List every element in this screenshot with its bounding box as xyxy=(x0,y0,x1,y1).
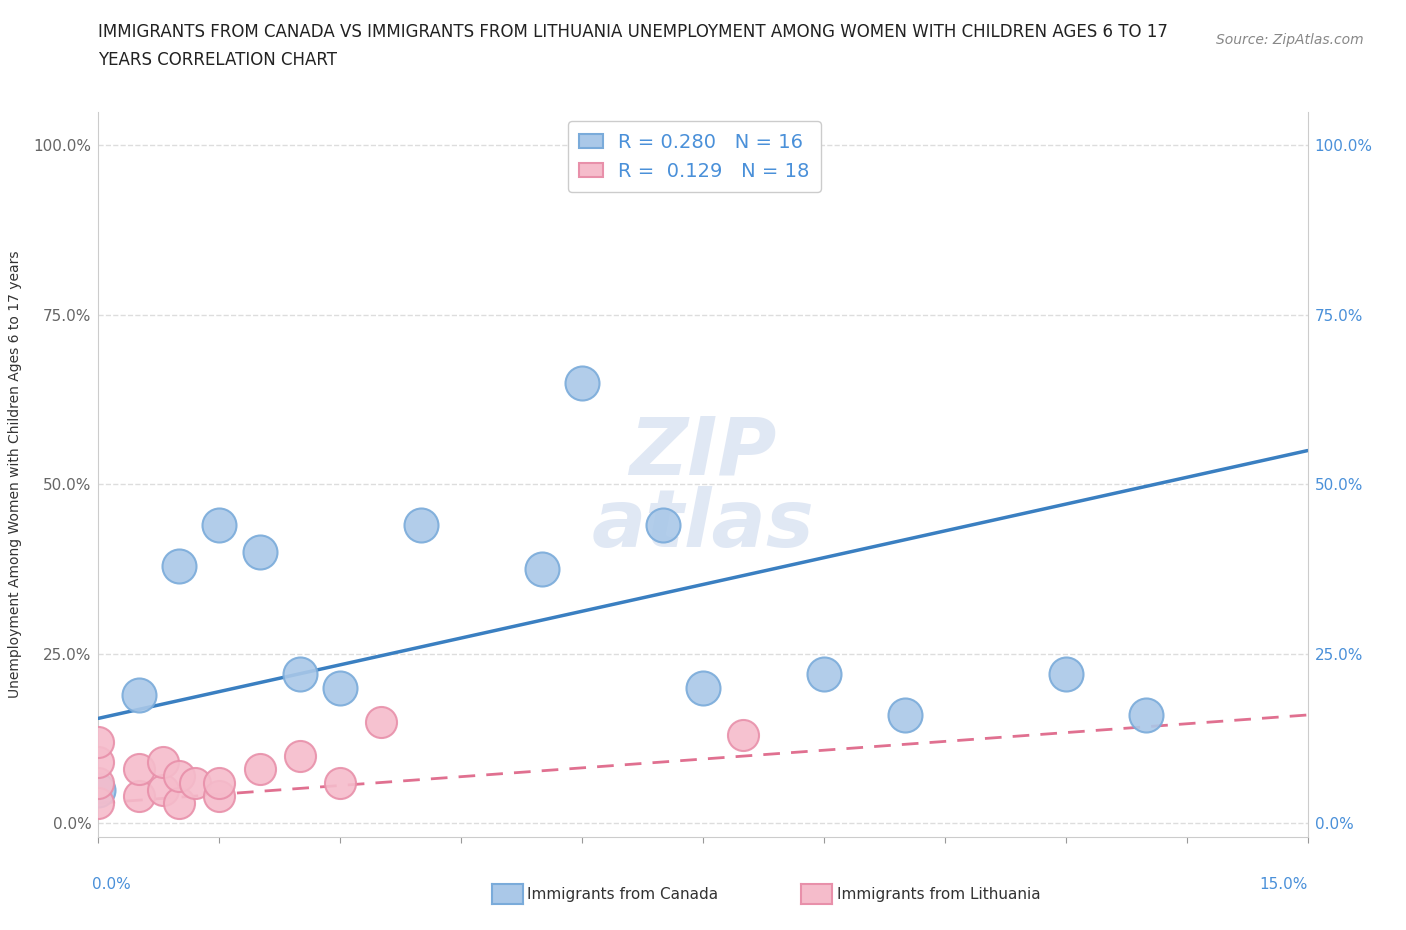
Point xyxy=(288,667,311,682)
Text: 0.0%: 0.0% xyxy=(93,877,131,892)
Point xyxy=(329,776,352,790)
Point xyxy=(87,755,110,770)
Point xyxy=(184,776,207,790)
Point xyxy=(128,789,150,804)
Text: IMMIGRANTS FROM CANADA VS IMMIGRANTS FROM LITHUANIA UNEMPLOYMENT AMONG WOMEN WIT: IMMIGRANTS FROM CANADA VS IMMIGRANTS FRO… xyxy=(98,23,1168,41)
Point xyxy=(571,376,593,391)
Point xyxy=(893,708,915,723)
Point xyxy=(692,681,714,696)
Text: Immigrants from Canada: Immigrants from Canada xyxy=(527,887,718,902)
Point xyxy=(167,558,190,573)
Point xyxy=(128,762,150,777)
Point xyxy=(152,782,174,797)
Point xyxy=(329,681,352,696)
Point xyxy=(1135,708,1157,723)
Text: Source: ZipAtlas.com: Source: ZipAtlas.com xyxy=(1216,33,1364,46)
Text: ZIP
atlas: ZIP atlas xyxy=(592,414,814,564)
Point xyxy=(167,796,190,811)
Point xyxy=(288,749,311,764)
Legend: R = 0.280   N = 16, R =  0.129   N = 18: R = 0.280 N = 16, R = 0.129 N = 18 xyxy=(568,121,821,193)
Point xyxy=(87,796,110,811)
Point xyxy=(208,518,231,533)
Point xyxy=(87,782,110,797)
Point xyxy=(651,518,673,533)
Point xyxy=(87,776,110,790)
Point xyxy=(813,667,835,682)
Point xyxy=(249,762,271,777)
Point xyxy=(128,687,150,702)
Text: 15.0%: 15.0% xyxy=(1260,877,1308,892)
Point xyxy=(530,562,553,577)
Point xyxy=(87,735,110,750)
Text: Immigrants from Lithuania: Immigrants from Lithuania xyxy=(837,887,1040,902)
Text: YEARS CORRELATION CHART: YEARS CORRELATION CHART xyxy=(98,51,337,69)
Point xyxy=(208,789,231,804)
Point xyxy=(249,545,271,560)
Point xyxy=(370,714,392,729)
Point xyxy=(1054,667,1077,682)
Point xyxy=(167,768,190,783)
Point xyxy=(409,518,432,533)
Point xyxy=(733,728,755,743)
Point xyxy=(208,776,231,790)
Point xyxy=(152,755,174,770)
Y-axis label: Unemployment Among Women with Children Ages 6 to 17 years: Unemployment Among Women with Children A… xyxy=(8,250,22,698)
